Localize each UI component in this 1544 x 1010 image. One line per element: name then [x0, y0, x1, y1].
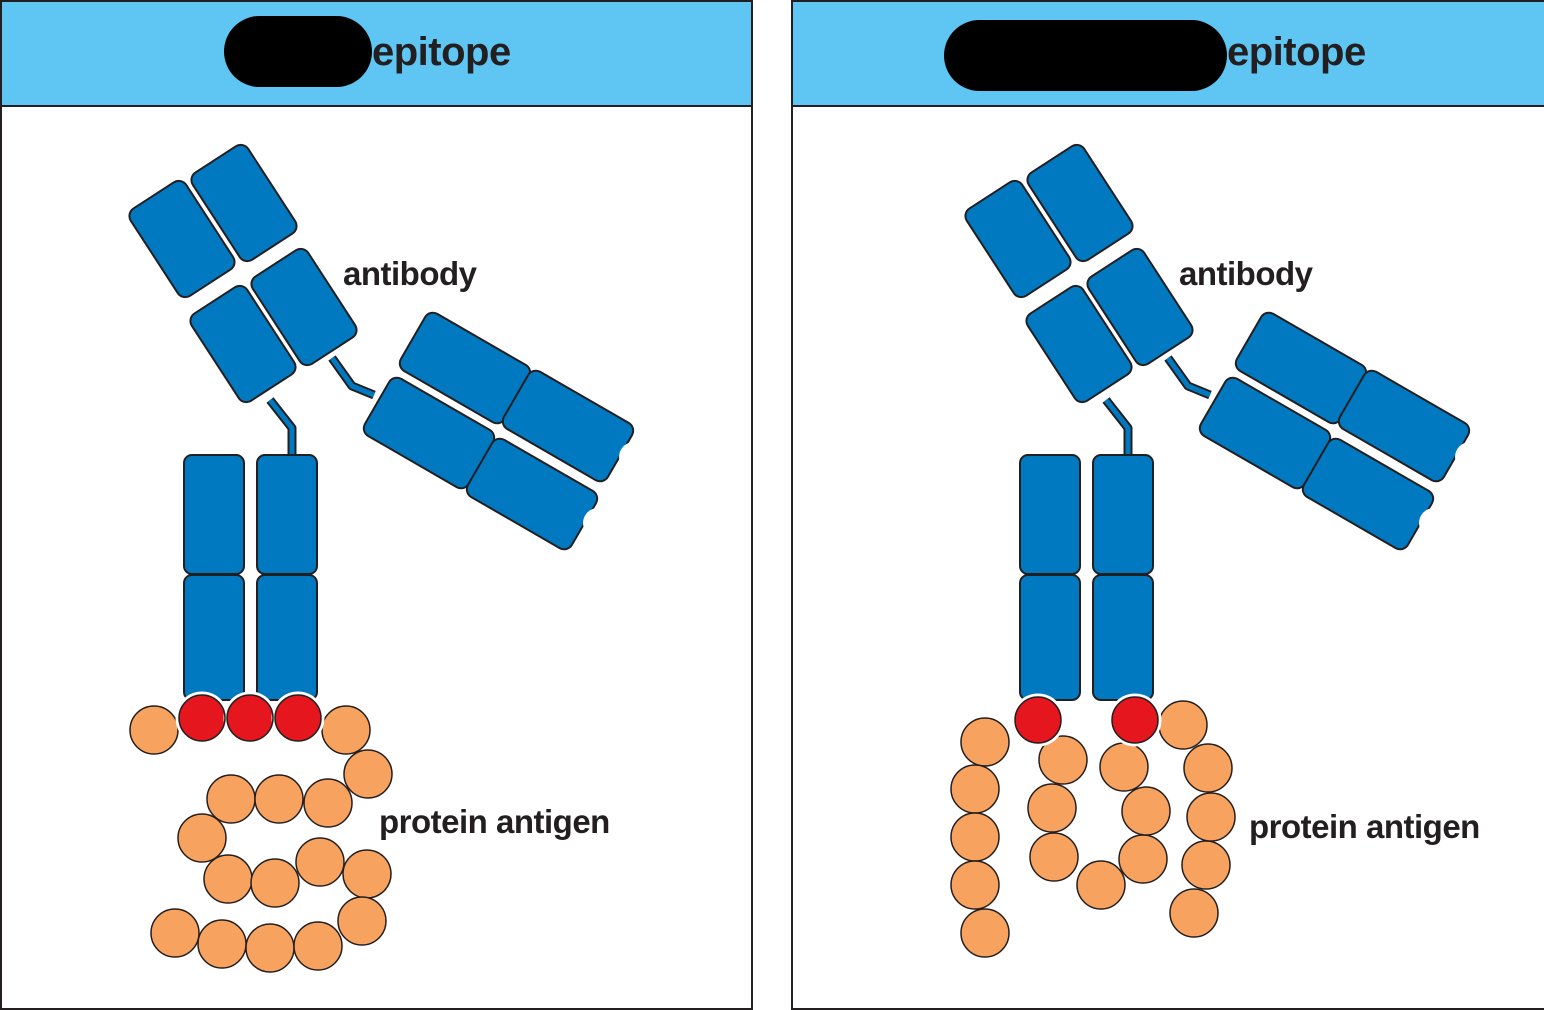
- antibody-domain: [1092, 454, 1154, 575]
- antigen-residue: [342, 849, 392, 899]
- antibody-label: antibody: [1179, 255, 1313, 292]
- antigen-residue: [203, 854, 253, 904]
- antigen-residue: [321, 705, 371, 755]
- antigen-residue: [1158, 700, 1208, 750]
- antigen-residue: [1038, 735, 1088, 785]
- epitope-residue: [1011, 693, 1065, 747]
- antibody-domain: [250, 247, 358, 367]
- antigen-residue: [960, 908, 1010, 958]
- redacted-word: [944, 20, 1227, 91]
- antibody-label: antibody: [343, 255, 477, 292]
- antigen-residue: [1027, 783, 1077, 833]
- hinge: [1165, 356, 1211, 398]
- antibody-antigen-diagram: [128, 143, 649, 973]
- antigen-residue: [950, 860, 1000, 910]
- antibody-antigen-diagram: [950, 143, 1485, 958]
- antigen-residue: [1099, 742, 1149, 792]
- hinge: [266, 397, 297, 457]
- antigen-residue: [1029, 832, 1079, 882]
- antibody-domain: [256, 574, 318, 701]
- antigen-residue: [197, 919, 247, 969]
- panel-header: epitope: [793, 2, 1544, 107]
- antigen-residue: [960, 717, 1010, 767]
- antigen-label: protein antigen: [379, 803, 610, 840]
- antigen-residue: [295, 837, 345, 887]
- hinge: [268, 398, 295, 457]
- antibody-domain: [183, 574, 245, 701]
- hinge: [329, 356, 375, 398]
- antibody-domain: [1086, 247, 1194, 367]
- antibody-domain: [1092, 574, 1154, 701]
- antibody-domain: [256, 454, 318, 575]
- antigen-residue: [150, 908, 200, 958]
- antigen-label: protein antigen: [1249, 808, 1480, 845]
- antigen-residue: [337, 896, 387, 946]
- epitope-residue: [1108, 693, 1162, 747]
- hinge: [1102, 397, 1133, 457]
- panel-left: epitope: [0, 0, 753, 1010]
- antigen-residue: [1169, 888, 1219, 938]
- antigen-residue: [1121, 786, 1171, 836]
- antibody-domain: [128, 179, 236, 299]
- antibody-domain: [964, 179, 1072, 299]
- epitope-residue: [175, 691, 229, 745]
- antigen-residue: [950, 812, 1000, 862]
- antibody-domain: [1019, 574, 1081, 701]
- antibody-domain: [183, 454, 245, 575]
- antigen-residue: [950, 764, 1000, 814]
- antigen-residue: [1186, 792, 1236, 842]
- panel-title: epitope: [372, 30, 511, 74]
- antibody-domain: [190, 143, 298, 263]
- antigen-residue: [293, 921, 343, 971]
- panel-right: epitope: [791, 0, 1544, 1010]
- antigen-residue: [245, 923, 295, 973]
- panel-title: epitope: [1227, 30, 1366, 74]
- antigen-residue: [254, 774, 304, 824]
- antigen-residue: [1181, 840, 1231, 890]
- antibody-domain: [1026, 143, 1134, 263]
- antigen-residue: [1118, 834, 1168, 884]
- antigen-residue: [206, 774, 256, 824]
- antigen-residue: [250, 858, 300, 908]
- antigen-residue: [177, 813, 227, 863]
- antibody-domain: [1025, 284, 1133, 404]
- redacted-word: [224, 16, 372, 87]
- epitope-residue: [223, 691, 277, 745]
- antibody-domain: [1019, 454, 1081, 575]
- antigen-residue: [1183, 743, 1233, 793]
- antigen-residue: [303, 778, 353, 828]
- antigen-residue: [129, 705, 179, 755]
- hinge: [1104, 398, 1131, 457]
- antigen-residue: [1076, 860, 1126, 910]
- antibody-domain: [189, 284, 297, 404]
- antigen-residue: [343, 749, 393, 799]
- epitope-residue: [271, 691, 325, 745]
- panel-header: epitope: [2, 2, 751, 107]
